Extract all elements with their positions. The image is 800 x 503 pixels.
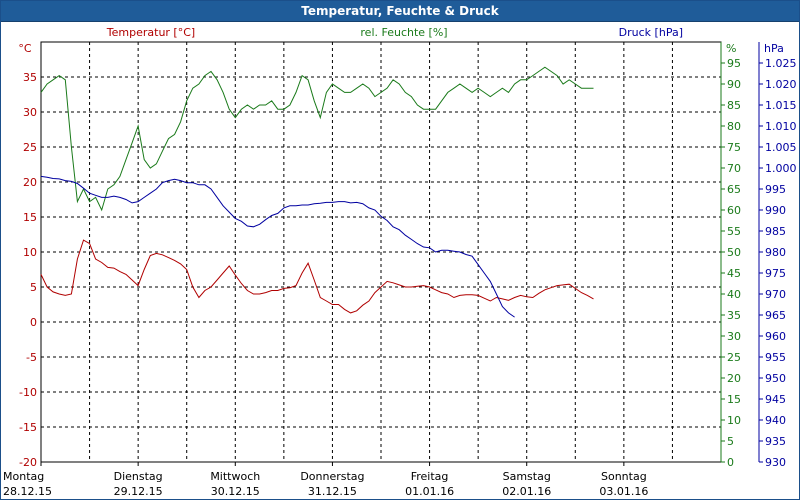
pressure-tick-label-18: 1.020 [765,78,797,91]
humidity-tick-label-3: 15 [727,393,741,406]
series-lines [40,66,594,318]
legend-series-0: Temperatur [°C] [106,26,195,39]
temperature-tick-label-8: 20 [23,176,37,189]
temperature-tick-label-1: -15 [19,421,37,434]
humidity-tick-label-18: 90 [727,78,741,91]
pressure-tick-label-19: 1.025 [765,57,797,70]
pressure-tick-label-15: 1.005 [765,141,797,154]
x-tick-day-6: Sonntag [601,470,647,483]
series-line-0 [40,239,594,314]
grid [41,42,721,462]
x-tick-date-3: 31.12.15 [308,485,357,498]
humidity-tick-label-9: 45 [727,267,741,280]
temperature-tick-label-5: 5 [30,281,37,294]
humidity-tick-label-11: 55 [727,225,741,238]
humidity-tick-label-5: 25 [727,351,741,364]
pressure-tick-label-17: 1.015 [765,99,797,112]
temperature-tick-label-10: 30 [23,106,37,119]
humidity-tick-label-1: 5 [727,435,734,448]
temperature-tick-label-11: 35 [23,71,37,84]
x-tick-day-2: Mittwoch [210,470,260,483]
humidity-tick-label-14: 70 [727,162,741,175]
x-tick-date-2: 30.12.15 [211,485,260,498]
humidity-tick-label-2: 10 [727,414,741,427]
pressure-tick-label-8: 970 [765,288,786,301]
weather-chart: -20 -15 -10 -5 0 5 10 15 20 25 30 35 °C 0 5 10 15 20 25 30 3… [3,26,797,498]
humidity-tick-label-16: 80 [727,120,741,133]
pressure-tick-label-11: 985 [765,225,786,238]
pressure-tick-label-0: 930 [765,456,786,469]
pressure-tick-label-9: 975 [765,267,786,280]
temperature-tick-label-6: 10 [23,246,37,259]
pressure-tick-label-3: 945 [765,393,786,406]
pressure-tick-label-12: 990 [765,204,786,217]
humidity-tick-label-4: 20 [727,372,741,385]
temperature-tick-label-0: -20 [19,456,37,469]
humidity-unit-label: % [726,42,736,55]
humidity-tick-label-15: 75 [727,141,741,154]
axis-labels: -20 -15 -10 -5 0 5 10 15 20 25 30 35 °C 0 5 10 15 20 25 30 3… [3,26,797,498]
humidity-tick-label-12: 60 [727,204,741,217]
humidity-tick-label-10: 50 [727,246,741,259]
temperature-unit-label: °C [18,42,32,55]
temperature-tick-label-9: 25 [23,141,37,154]
humidity-tick-label-6: 30 [727,330,741,343]
pressure-tick-label-13: 995 [765,183,786,196]
pressure-tick-label-10: 980 [765,246,786,259]
pressure-tick-label-2: 940 [765,414,786,427]
humidity-tick-label-8: 40 [727,288,741,301]
legend-series-1: rel. Feuchte [%] [360,26,447,39]
x-tick-day-5: Samstag [503,470,551,483]
pressure-tick-label-6: 960 [765,330,786,343]
pressure-tick-label-4: 950 [765,372,786,385]
pressure-tick-label-16: 1.010 [765,120,797,133]
temperature-tick-label-4: 0 [30,316,37,329]
pressure-tick-label-14: 1.000 [765,162,797,175]
legend-series-2: Druck [hPa] [619,26,683,39]
humidity-tick-label-17: 85 [727,99,741,112]
humidity-tick-label-0: 0 [727,456,734,469]
humidity-tick-label-13: 65 [727,183,741,196]
x-tick-date-6: 03.01.16 [599,485,648,498]
pressure-unit-label: hPa [764,42,784,55]
humidity-tick-label-19: 95 [727,57,741,70]
series-line-1 [40,66,594,212]
series-line-2 [40,175,515,318]
x-tick-date-5: 02.01.16 [502,485,551,498]
pressure-tick-label-5: 955 [765,351,786,364]
temperature-tick-label-7: 15 [23,211,37,224]
x-tick-day-3: Donnerstag [300,470,364,483]
pressure-tick-label-7: 965 [765,309,786,322]
x-tick-day-1: Dienstag [114,470,163,483]
axes [40,41,763,466]
pressure-tick-label-1: 935 [765,435,786,448]
window-title: Temperatur, Feuchte & Druck [1,1,799,22]
x-tick-date-4: 01.01.16 [405,485,454,498]
temperature-tick-label-2: -10 [19,386,37,399]
x-tick-day-0: Montag [3,470,44,483]
x-tick-date-0: 28.12.15 [3,485,52,498]
humidity-tick-label-7: 35 [727,309,741,322]
temperature-tick-label-3: -5 [26,351,37,364]
x-tick-day-4: Freitag [411,470,449,483]
x-tick-date-1: 29.12.15 [114,485,163,498]
